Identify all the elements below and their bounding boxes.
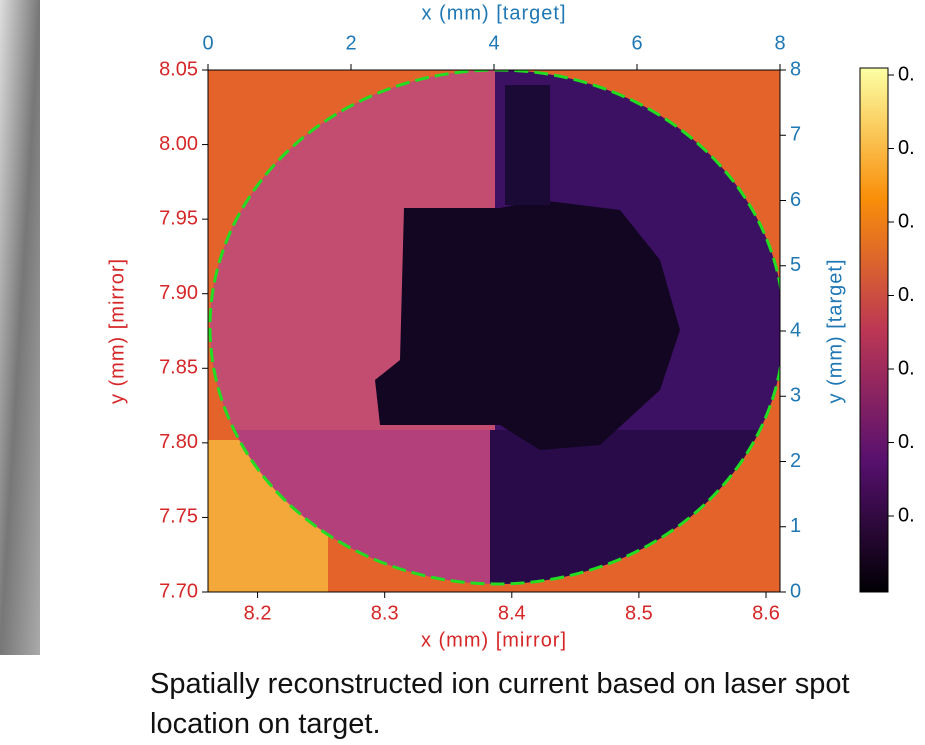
x2-tick-label: 8	[774, 32, 785, 54]
y-tick-label: 7.90	[159, 282, 198, 304]
colorbar-tick-label: 0.	[898, 284, 915, 306]
chart: 8.2 8.3 8.4 8.5 8.6 0 2 4 6 8 7.70 7.75 7.80 7.85 7.90…	[0, 0, 925, 660]
x2-tick-label: 6	[631, 32, 642, 54]
y-tick-label: 7.95	[159, 207, 198, 229]
x-axis-label: x (mm) [mirror]	[421, 629, 567, 651]
colorbar-tick-label: 0.	[898, 137, 915, 159]
x2-tick-label: 0	[202, 32, 213, 54]
y2-tick-label: 2	[790, 450, 801, 472]
y2-tick-label: 7	[790, 124, 801, 146]
heatmap-image	[208, 70, 808, 592]
y2-tick-label: 5	[790, 254, 801, 276]
colorbar-tick-label: 0.	[898, 431, 915, 453]
y-tick-label: 7.75	[159, 506, 198, 528]
colorbar	[860, 68, 888, 592]
y-tick-label: 7.80	[159, 431, 198, 453]
photo-fragment	[0, 0, 40, 655]
colorbar-tick-label: 0.	[898, 63, 915, 85]
x-tick-label: 8.5	[625, 602, 653, 624]
x-tick-label: 8.2	[244, 602, 272, 624]
y2-tick-label: 8	[790, 58, 801, 80]
y2-tick-label: 4	[790, 319, 801, 341]
y2-tick-label: 0	[790, 580, 801, 602]
y-tick-label: 7.85	[159, 357, 198, 379]
y2-axis-label: y (mm) [target]	[824, 258, 846, 403]
y-tick-label: 7.70	[159, 580, 198, 602]
x2-tick-label: 4	[488, 32, 499, 54]
x-tick-label: 8.4	[498, 602, 526, 624]
x-tick-label: 8.6	[752, 602, 780, 624]
colorbar-tick-label: 0.	[898, 210, 915, 232]
caption: Spatially reconstructed ion current base…	[150, 664, 910, 744]
x2-axis-label: x (mm) [target]	[421, 2, 566, 24]
page: 8.2 8.3 8.4 8.5 8.6 0 2 4 6 8 7.70 7.75 7.80 7.85 7.90…	[0, 0, 925, 745]
y-tick-label: 8.05	[159, 58, 198, 80]
colorbar-tick-label: 0.	[898, 504, 915, 526]
y-axis-label: y (mm) [mirror]	[106, 258, 128, 404]
x-tick-label: 8.3	[371, 602, 399, 624]
colorbar-tick-label: 0.	[898, 357, 915, 379]
x2-tick-label: 2	[345, 32, 356, 54]
y-tick-label: 8.00	[159, 133, 198, 155]
y2-tick-label: 1	[790, 515, 801, 537]
y2-tick-label: 3	[790, 385, 801, 407]
y2-tick-label: 6	[790, 189, 801, 211]
